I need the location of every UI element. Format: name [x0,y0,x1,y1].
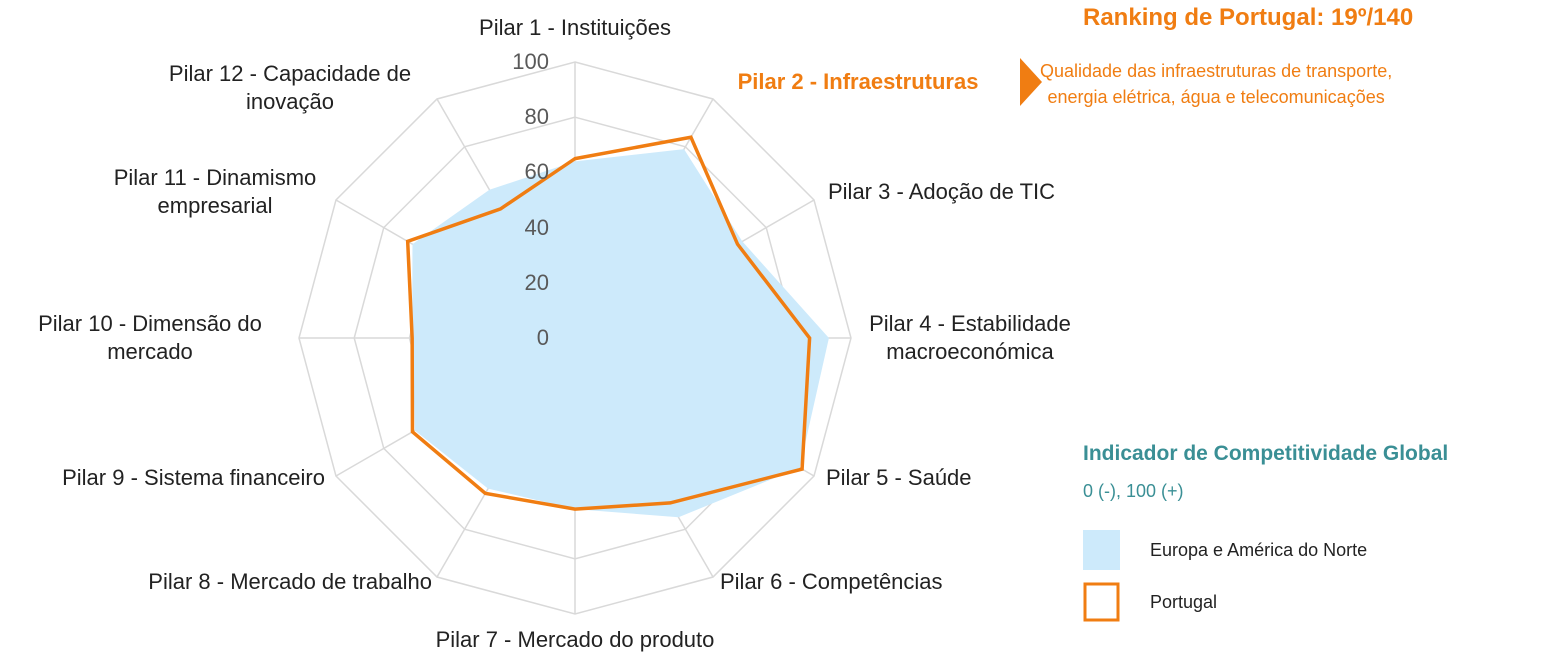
y-tick-label: 0 [536,325,549,350]
axis-label: Pilar 12 - Capacidade de inovação [168,61,412,114]
axis-label: Pilar 7 - Mercado do produto [435,627,715,652]
y-tick-label: 20 [524,269,549,295]
axis-label: Pilar 8 - Mercado de trabalho [148,569,432,594]
y-tick-label: 100 [512,49,549,74]
y-tick-label: 80 [524,104,549,130]
axis-label: Pilar 6 - Competências [720,569,943,594]
axis-label: Pilar 2 - Infraestruturas [737,69,979,94]
legend-swatch [1083,582,1120,622]
legend-label: Europa e América do Norte [1150,540,1368,560]
legend-subtitle: 0 (-), 100 (+) [1083,481,1184,501]
axis-label: Pilar 11 - Dinamismo empresarial [113,165,317,218]
y-tick-label: 60 [524,159,549,185]
legend-title: Indicador de Competitividade Global [1083,442,1449,465]
arrow [1020,58,1042,106]
axis-label: Pilar 3 - Adoção de TIC [828,179,1056,204]
axis-label: Pilar 10 - Dimensão do mercado [38,311,262,364]
axis-label: Pilar 1 - Instituições [479,15,671,40]
ranking-title: Ranking de Portugal: 19º/140 [1083,4,1414,31]
line [405,135,812,511]
area [412,149,829,518]
axis-label: Pilar 4 - Estabilidade macroeconómica [869,311,1071,364]
axis-label: Pilar 9 - Sistema financeiro [62,465,325,490]
description: Qualidade das infraestruturas de transpo… [1040,61,1393,107]
legend-swatch [1083,530,1120,570]
axis-label: Pilar 5 - Saúde [826,465,972,490]
legend-label: Portugal [1150,592,1218,612]
y-tick-label: 40 [524,214,549,240]
